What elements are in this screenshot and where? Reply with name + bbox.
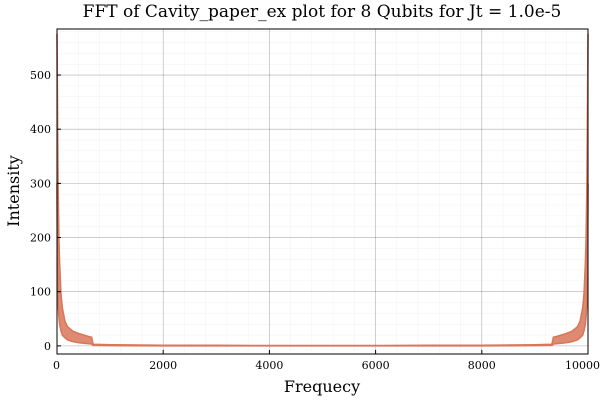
data-point <box>64 320 66 323</box>
data-point <box>565 332 568 335</box>
data-point <box>552 336 555 339</box>
data-point <box>90 336 93 339</box>
x-ticks: 0 2000 4000 6000 8000 10000 <box>53 350 600 372</box>
data-point <box>60 293 62 296</box>
x-axis-label: Frequecy <box>284 377 360 396</box>
data-point <box>321 344 324 347</box>
data-point <box>61 307 64 309</box>
data-point <box>427 344 430 347</box>
x-tick-label: 8000 <box>468 359 496 372</box>
data-point <box>534 343 536 346</box>
data-point <box>581 307 584 309</box>
series-lower-line <box>56 183 589 347</box>
data-point <box>481 344 483 347</box>
chart-title: FFT of Cavity_paper_ex plot for 8 Qubits… <box>83 2 562 22</box>
y-tick-label: 400 <box>30 123 51 136</box>
data-point <box>555 335 557 338</box>
data-point <box>583 293 585 296</box>
data-point <box>586 182 588 185</box>
data-point <box>560 334 563 336</box>
data-point <box>374 344 377 347</box>
data-point <box>584 263 587 266</box>
x-tick-label: 0 <box>53 359 60 372</box>
data-point <box>58 263 61 266</box>
data-point <box>66 326 69 328</box>
x-tick-label: 6000 <box>362 359 390 372</box>
y-tick-label: 300 <box>30 177 51 190</box>
series-band <box>57 34 588 346</box>
data-point <box>579 320 581 323</box>
data-point <box>576 326 579 328</box>
data-point <box>88 335 90 338</box>
x-tick-label: 10000 <box>565 359 600 372</box>
y-tick-label: 0 <box>44 340 51 353</box>
series-upper-line <box>56 34 589 347</box>
y-tick-label: 200 <box>30 232 51 245</box>
y-tick-label: 100 <box>30 286 51 299</box>
data-point <box>268 344 271 347</box>
data-point <box>571 330 573 333</box>
plot-frame <box>56 28 589 355</box>
data-point <box>72 330 74 333</box>
x-tick-label: 4000 <box>255 359 283 372</box>
data-point <box>82 334 85 336</box>
y-ticks: 0 100 200 300 400 500 <box>30 69 61 353</box>
minor-grid <box>56 29 589 354</box>
x-tick-label: 2000 <box>149 359 177 372</box>
data-point <box>109 343 111 346</box>
series-layer <box>56 33 589 347</box>
data-point <box>162 344 164 347</box>
major-grid <box>56 29 589 354</box>
data-point <box>77 332 80 335</box>
y-axis-label: Intensity <box>4 155 23 227</box>
data-point <box>551 343 553 346</box>
data-point <box>92 343 94 346</box>
data-point <box>585 236 587 239</box>
data-point <box>215 344 218 347</box>
y-tick-label: 500 <box>30 69 51 82</box>
